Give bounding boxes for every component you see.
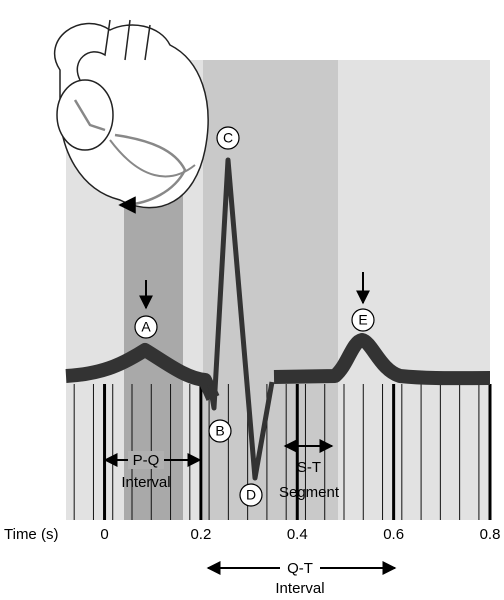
ecg-spike	[207, 157, 275, 481]
wave-label: A	[141, 319, 151, 335]
wave-label: C	[223, 130, 233, 146]
x-tick-label: 0.2	[190, 526, 211, 543]
interval-name: Q-T	[287, 560, 313, 577]
heart-illustration	[53, 19, 209, 208]
wave-markers	[134, 126, 375, 507]
x-tick-label: 0.4	[287, 526, 308, 543]
ticks: 0 0.2 0.4 0.6 0.8	[100, 526, 500, 543]
wave-label: B	[215, 423, 224, 439]
interval-word: Interval	[275, 580, 324, 597]
x-tick-label: 0.6	[383, 526, 404, 543]
label-bg	[280, 559, 320, 577]
axis-label: Time (s)	[4, 526, 58, 543]
interval-word: Interval	[121, 474, 170, 491]
x-tick-label: 0.8	[480, 526, 501, 543]
interval-word: Segment	[279, 484, 340, 501]
label-bg	[128, 451, 164, 469]
interval-name: S-T	[297, 459, 321, 476]
ecg-trace	[65, 343, 220, 401]
interval-name: P-Q	[133, 452, 160, 469]
wave-label: D	[246, 487, 256, 503]
ecg-trace	[273, 333, 491, 386]
wave-label: E	[358, 312, 367, 328]
x-tick-label: 0	[100, 526, 108, 543]
